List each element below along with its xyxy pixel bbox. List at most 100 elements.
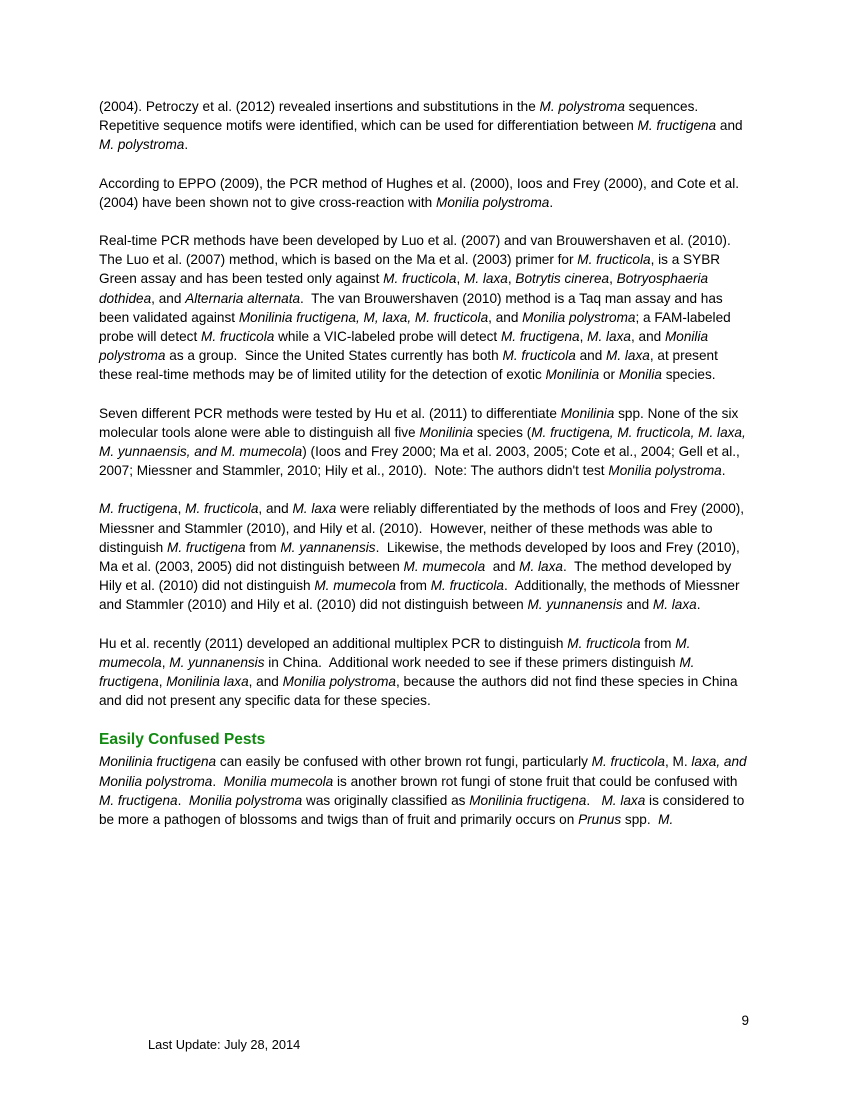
- text-run: . Likewise, the methods developed by Ioo…: [99, 539, 744, 575]
- text-run-italic: M. fructigena: [99, 792, 178, 808]
- paragraph-reliably-differentiated: M. fructigena, M. fructicola, and M. lax…: [99, 499, 753, 614]
- text-run-italic: M. fructicola: [591, 754, 665, 770]
- text-run: ,: [609, 271, 617, 287]
- text-run-italic: M. laxa: [292, 501, 337, 517]
- text-run-italic: M. laxa: [606, 348, 650, 364]
- text-run-italic: Alternaria alternata: [185, 290, 301, 306]
- text-run-italic: M. fructigena: [99, 654, 699, 690]
- text-run-italic: M. fructigena: [637, 118, 717, 134]
- text-run-italic: Monilia polystroma: [282, 674, 396, 690]
- paragraph-hu-multiplex-pcr: Hu et al. recently (2011) developed an a…: [99, 634, 753, 711]
- text-run-italic: Monilinia: [560, 405, 615, 421]
- page-number: 9: [741, 1013, 749, 1028]
- paragraph-easily-confused: Monilinia fructigena can easily be confu…: [99, 752, 753, 829]
- text-run-italic: M. fructicola: [567, 635, 641, 651]
- text-run-italic: M. laxa: [601, 792, 646, 808]
- text-run: while a VIC-labeled probe will detect: [274, 329, 501, 345]
- text-run-italic: M. fructicola: [383, 271, 457, 287]
- text-run-italic: M.: [658, 812, 674, 828]
- text-run-italic: M. fructicola: [502, 348, 576, 364]
- text-run: .: [212, 773, 224, 789]
- text-run: (2004). Petroczy et al. (2012) revealed …: [99, 99, 540, 114]
- text-run: , M.: [664, 754, 692, 770]
- text-run-italic: Monilinia: [419, 424, 474, 440]
- text-run: .: [696, 597, 701, 613]
- text-run: ; a FAM-labeled probe will detect: [99, 309, 735, 345]
- text-run-italic: Monilia mumecola: [223, 773, 334, 789]
- paragraph-eppo-cross-reaction: According to EPPO (2009), the PCR method…: [99, 174, 753, 212]
- text-run: . Additionally, the methods of Miessner …: [99, 578, 744, 613]
- text-run-italic: M. yunnanensis: [527, 597, 623, 613]
- text-run: . The method developed by Hily et al. (2…: [99, 559, 736, 594]
- text-run: and: [485, 559, 520, 575]
- text-run-italic: M. fructigena: [500, 329, 580, 345]
- text-run-italic: M. laxa: [519, 559, 563, 575]
- paragraph-seven-pcr-methods: Seven different PCR methods were tested …: [99, 404, 753, 481]
- text-run-italic: M. yannanensis: [280, 539, 376, 555]
- text-run-italic: laxa, and Monilia polystroma: [99, 754, 751, 789]
- text-run: and: [575, 348, 607, 364]
- text-run-italic: M. laxa: [587, 329, 631, 345]
- text-run: .: [177, 792, 189, 808]
- text-run-italic: Monilia: [618, 367, 662, 383]
- text-run: , at present these real-time methods may…: [99, 348, 722, 383]
- text-run: ,: [579, 329, 588, 345]
- text-run-italic: Monilinia laxa: [166, 674, 249, 690]
- text-run: , and: [151, 290, 186, 306]
- text-run-italic: M. mumecola: [99, 635, 695, 670]
- text-run-italic: M. mumecola: [403, 559, 486, 575]
- text-run-italic: M. fructicola: [201, 329, 275, 345]
- text-run-italic: Botrytis cinerea: [515, 271, 610, 287]
- text-run: from: [640, 635, 676, 651]
- text-run: as a group. Since the United States curr…: [165, 348, 503, 364]
- text-run: Hu et al. recently (2011) developed an a…: [99, 635, 568, 651]
- text-run-italic: M. polystroma: [99, 137, 185, 153]
- text-run: spp. None of the six molecular tools alo…: [99, 405, 743, 440]
- paragraph-petroczy-sequences: (2004). Petroczy et al. (2012) revealed …: [99, 97, 753, 155]
- text-run: species (: [473, 424, 532, 440]
- text-run: were reliably differentiated by the meth…: [99, 501, 748, 555]
- text-run-italic: M. laxa: [652, 597, 697, 613]
- text-run-italic: Monilinia fructigena, M, laxa, M. fructi…: [238, 309, 489, 325]
- text-run-italic: M. fructigena: [167, 539, 246, 555]
- text-run-italic: M. fructigena: [99, 501, 178, 517]
- text-run: ,: [158, 674, 167, 690]
- paragraph-real-time-pcr: Real-time PCR methods have been develope…: [99, 231, 753, 385]
- text-run: , and: [248, 674, 283, 690]
- text-run: ) (Ioos and Frey 2000; Ma et al. 2003, 2…: [99, 444, 744, 479]
- text-run-italic: M. mumecola: [314, 578, 396, 594]
- text-run: .: [721, 463, 726, 479]
- text-run: is considered to be more a pathogen of b…: [99, 792, 749, 828]
- text-run: or: [599, 367, 619, 383]
- text-run-italic: Monilinia: [545, 367, 600, 383]
- text-run: Real-time PCR methods have been develope…: [99, 233, 739, 268]
- text-run: was originally classified as: [302, 792, 470, 808]
- text-run-italic: Monilia polystroma: [99, 329, 712, 364]
- text-run: sequences. Repetitive sequence motifs we…: [99, 99, 706, 134]
- text-run: . The van Brouwershaven (2010) method is…: [99, 290, 727, 325]
- document-content: (2004). Petroczy et al. (2012) revealed …: [99, 97, 753, 848]
- text-run-italic: Monilia polystroma: [522, 309, 636, 325]
- text-run: is another brown rot fungi of stone frui…: [333, 773, 742, 789]
- text-run: , and: [630, 329, 665, 345]
- text-run-italic: Prunus: [578, 812, 622, 828]
- text-run-italic: M. polystroma: [539, 99, 625, 114]
- text-run: ,: [161, 654, 170, 670]
- text-run: in China. Additional work needed to see …: [264, 654, 680, 670]
- text-run: species.: [661, 367, 716, 383]
- text-run: and: [716, 118, 747, 134]
- text-run: from: [395, 578, 431, 594]
- text-run-italic: Botryosphaeria dothidea: [99, 271, 712, 306]
- text-run: ,: [177, 501, 186, 517]
- text-run: ,: [456, 271, 464, 287]
- text-run-italic: Monilia polystroma: [608, 463, 722, 479]
- text-run: ,: [507, 271, 516, 287]
- text-run: can easily be confused with other brown …: [216, 754, 592, 770]
- text-run-italic: Monilinia fructigena: [99, 754, 217, 770]
- footer-last-update: Last Update: July 28, 2014: [148, 1037, 301, 1052]
- text-run-italic: M. fructicola: [185, 501, 259, 517]
- text-run-italic: Monilinia fructigena: [469, 792, 587, 808]
- text-run: , and: [258, 501, 293, 517]
- text-run-italic: Monilia polystroma: [436, 194, 550, 210]
